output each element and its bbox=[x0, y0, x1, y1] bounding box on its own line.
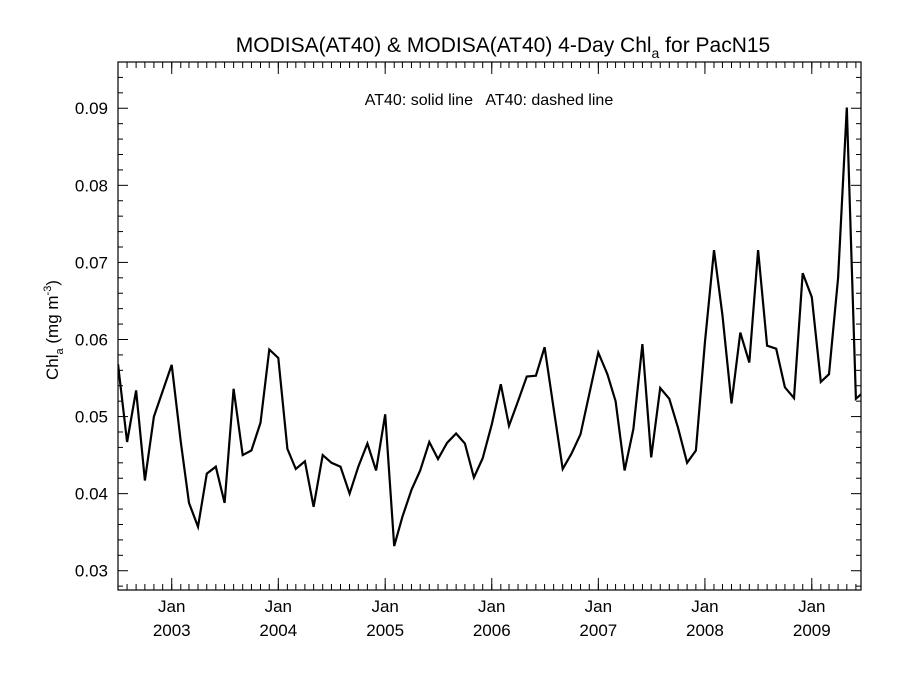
x-tick-label-year: 2007 bbox=[579, 621, 617, 640]
legend-text: AT40: solid line AT40: dashed line bbox=[365, 92, 614, 109]
y-tick-label: 0.05 bbox=[75, 408, 108, 427]
x-tick-label-year: 2004 bbox=[259, 621, 297, 640]
x-tick-label-year: 2005 bbox=[366, 621, 404, 640]
series-layer bbox=[118, 107, 861, 547]
y-tick-label: 0.08 bbox=[75, 176, 108, 195]
y-tick-label: 0.07 bbox=[75, 253, 108, 272]
x-tick-label-month: Jan bbox=[478, 597, 505, 616]
y-axis-label-unit: (mg m bbox=[43, 295, 62, 348]
x-tick-label-year: 2003 bbox=[153, 621, 191, 640]
x-tick-label-year: 2009 bbox=[793, 621, 831, 640]
chart-title-tail: for PacN15 bbox=[659, 34, 770, 57]
x-tick-label-month: Jan bbox=[585, 597, 612, 616]
chart-title-main: MODISA(AT40) & MODISA(AT40) 4-Day Chl bbox=[236, 34, 652, 57]
x-tick-label-month: Jan bbox=[158, 597, 185, 616]
x-tick-label-year: 2008 bbox=[686, 621, 724, 640]
y-tick-label: 0.09 bbox=[75, 99, 108, 118]
y-axis-label-subscript: a bbox=[54, 347, 66, 354]
y-axis-label-superscript: -3 bbox=[42, 286, 54, 296]
y-axis-label: Chla (mg m-3) bbox=[42, 280, 66, 380]
x-tick-label-year: 2006 bbox=[473, 621, 511, 640]
chart-title: MODISA(AT40) & MODISA(AT40) 4-Day Chla f… bbox=[236, 34, 770, 61]
axes: 0.03 0.04 0.05 0.06 0.07 0.08 0.09 Jan 2003 Jan 20… bbox=[75, 61, 861, 640]
x-tick-label-month: Jan bbox=[265, 597, 292, 616]
x-tick-label-month: Jan bbox=[798, 597, 825, 616]
chart-title-subscript: a bbox=[652, 45, 660, 61]
y-axis-label-main: Chl bbox=[43, 354, 62, 380]
plot-frame bbox=[117, 61, 862, 591]
x-tick-label-month: Jan bbox=[691, 597, 718, 616]
y-tick-label: 0.03 bbox=[75, 562, 108, 581]
series-line-solid bbox=[118, 107, 861, 547]
x-tick-label-month: Jan bbox=[371, 597, 398, 616]
y-axis-label-close: ) bbox=[43, 280, 62, 286]
y-tick-label: 0.04 bbox=[75, 485, 108, 504]
y-tick-label: 0.06 bbox=[75, 330, 108, 349]
